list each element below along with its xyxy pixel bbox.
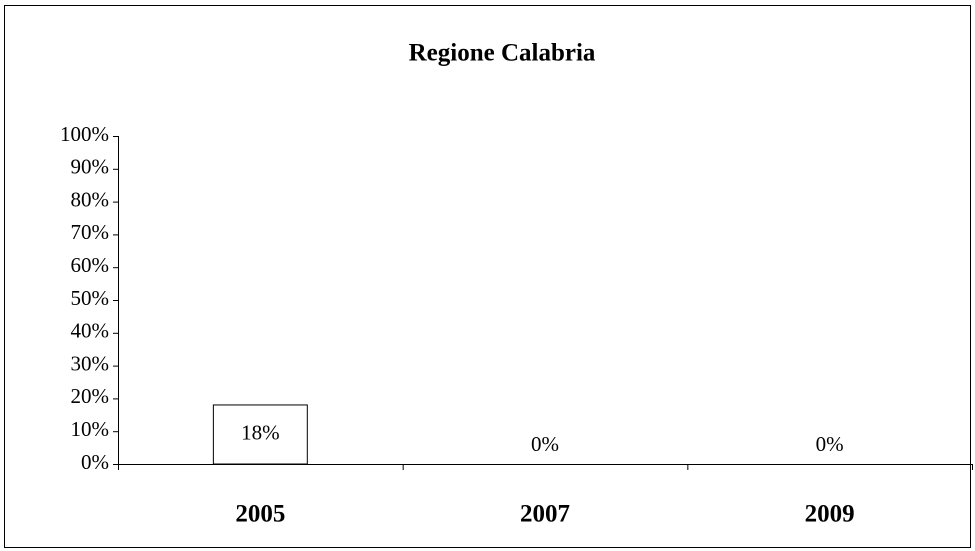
y-tick-label: 0% <box>81 450 109 474</box>
data-label: 18% <box>241 420 280 444</box>
y-tick-label: 50% <box>71 286 110 310</box>
y-tick-label: 90% <box>71 155 110 179</box>
x-tick-label: 2007 <box>520 501 570 528</box>
y-tick-label: 20% <box>71 384 110 408</box>
y-tick-label: 70% <box>71 220 110 244</box>
data-label: 0% <box>816 432 844 456</box>
y-tick-label: 100% <box>60 122 109 146</box>
y-tick-label: 60% <box>71 253 110 277</box>
x-tick-label: 2005 <box>235 501 285 528</box>
y-tick-label: 30% <box>71 351 110 375</box>
y-tick-label: 80% <box>71 187 110 211</box>
bar <box>212 404 308 465</box>
data-label: 0% <box>531 432 559 456</box>
x-tick-label: 2009 <box>805 501 855 528</box>
chart-border <box>4 5 971 548</box>
y-tick-label: 40% <box>71 319 110 343</box>
chart-title: Regione Calabria <box>409 40 596 67</box>
y-tick-label: 10% <box>71 417 110 441</box>
